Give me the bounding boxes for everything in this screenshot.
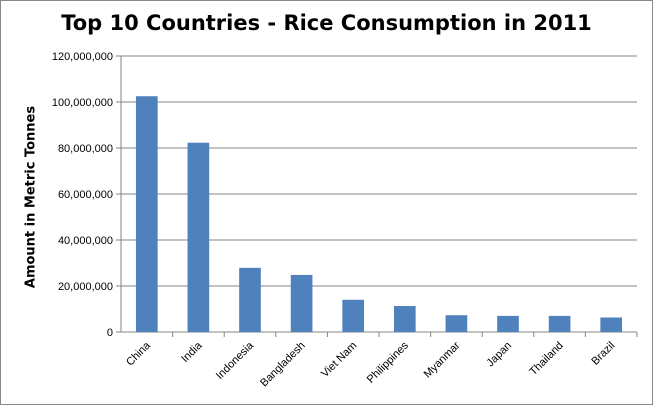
y-tick-label: 100,000,000 [52,97,113,109]
y-tick-label: 80,000,000 [58,143,113,155]
y-tick-label: 40,000,000 [58,235,113,247]
y-tick-label: 120,000,000 [52,51,113,63]
x-tick-label: India [179,339,205,365]
bar [445,315,468,332]
bar [239,267,261,332]
x-tick-label: Philippines [365,339,411,385]
x-tick-label: Indonesia [214,339,257,382]
x-tick-label: Brazil [589,340,617,368]
bar [290,274,313,332]
bar [342,299,365,332]
bar [135,96,158,332]
x-tick-label: Viet Nam [319,340,359,380]
x-tick-label: Myanmar [422,339,463,380]
bar [497,315,519,332]
bar [600,317,623,332]
bar [393,306,416,332]
y-tick-label: 0 [107,327,113,339]
x-tick-label: Thailand [527,340,565,378]
y-tick-label: 20,000,000 [58,281,113,293]
bar [548,315,571,332]
bar [187,142,210,332]
x-tick-label: Japan [484,340,514,370]
chart-title: Top 10 Countries - Rice Consumption in 2… [61,11,592,35]
y-tick-label: 60,000,000 [58,189,113,201]
x-tick-label: Bangladesh [258,340,308,390]
x-tick-label: China [124,339,153,368]
